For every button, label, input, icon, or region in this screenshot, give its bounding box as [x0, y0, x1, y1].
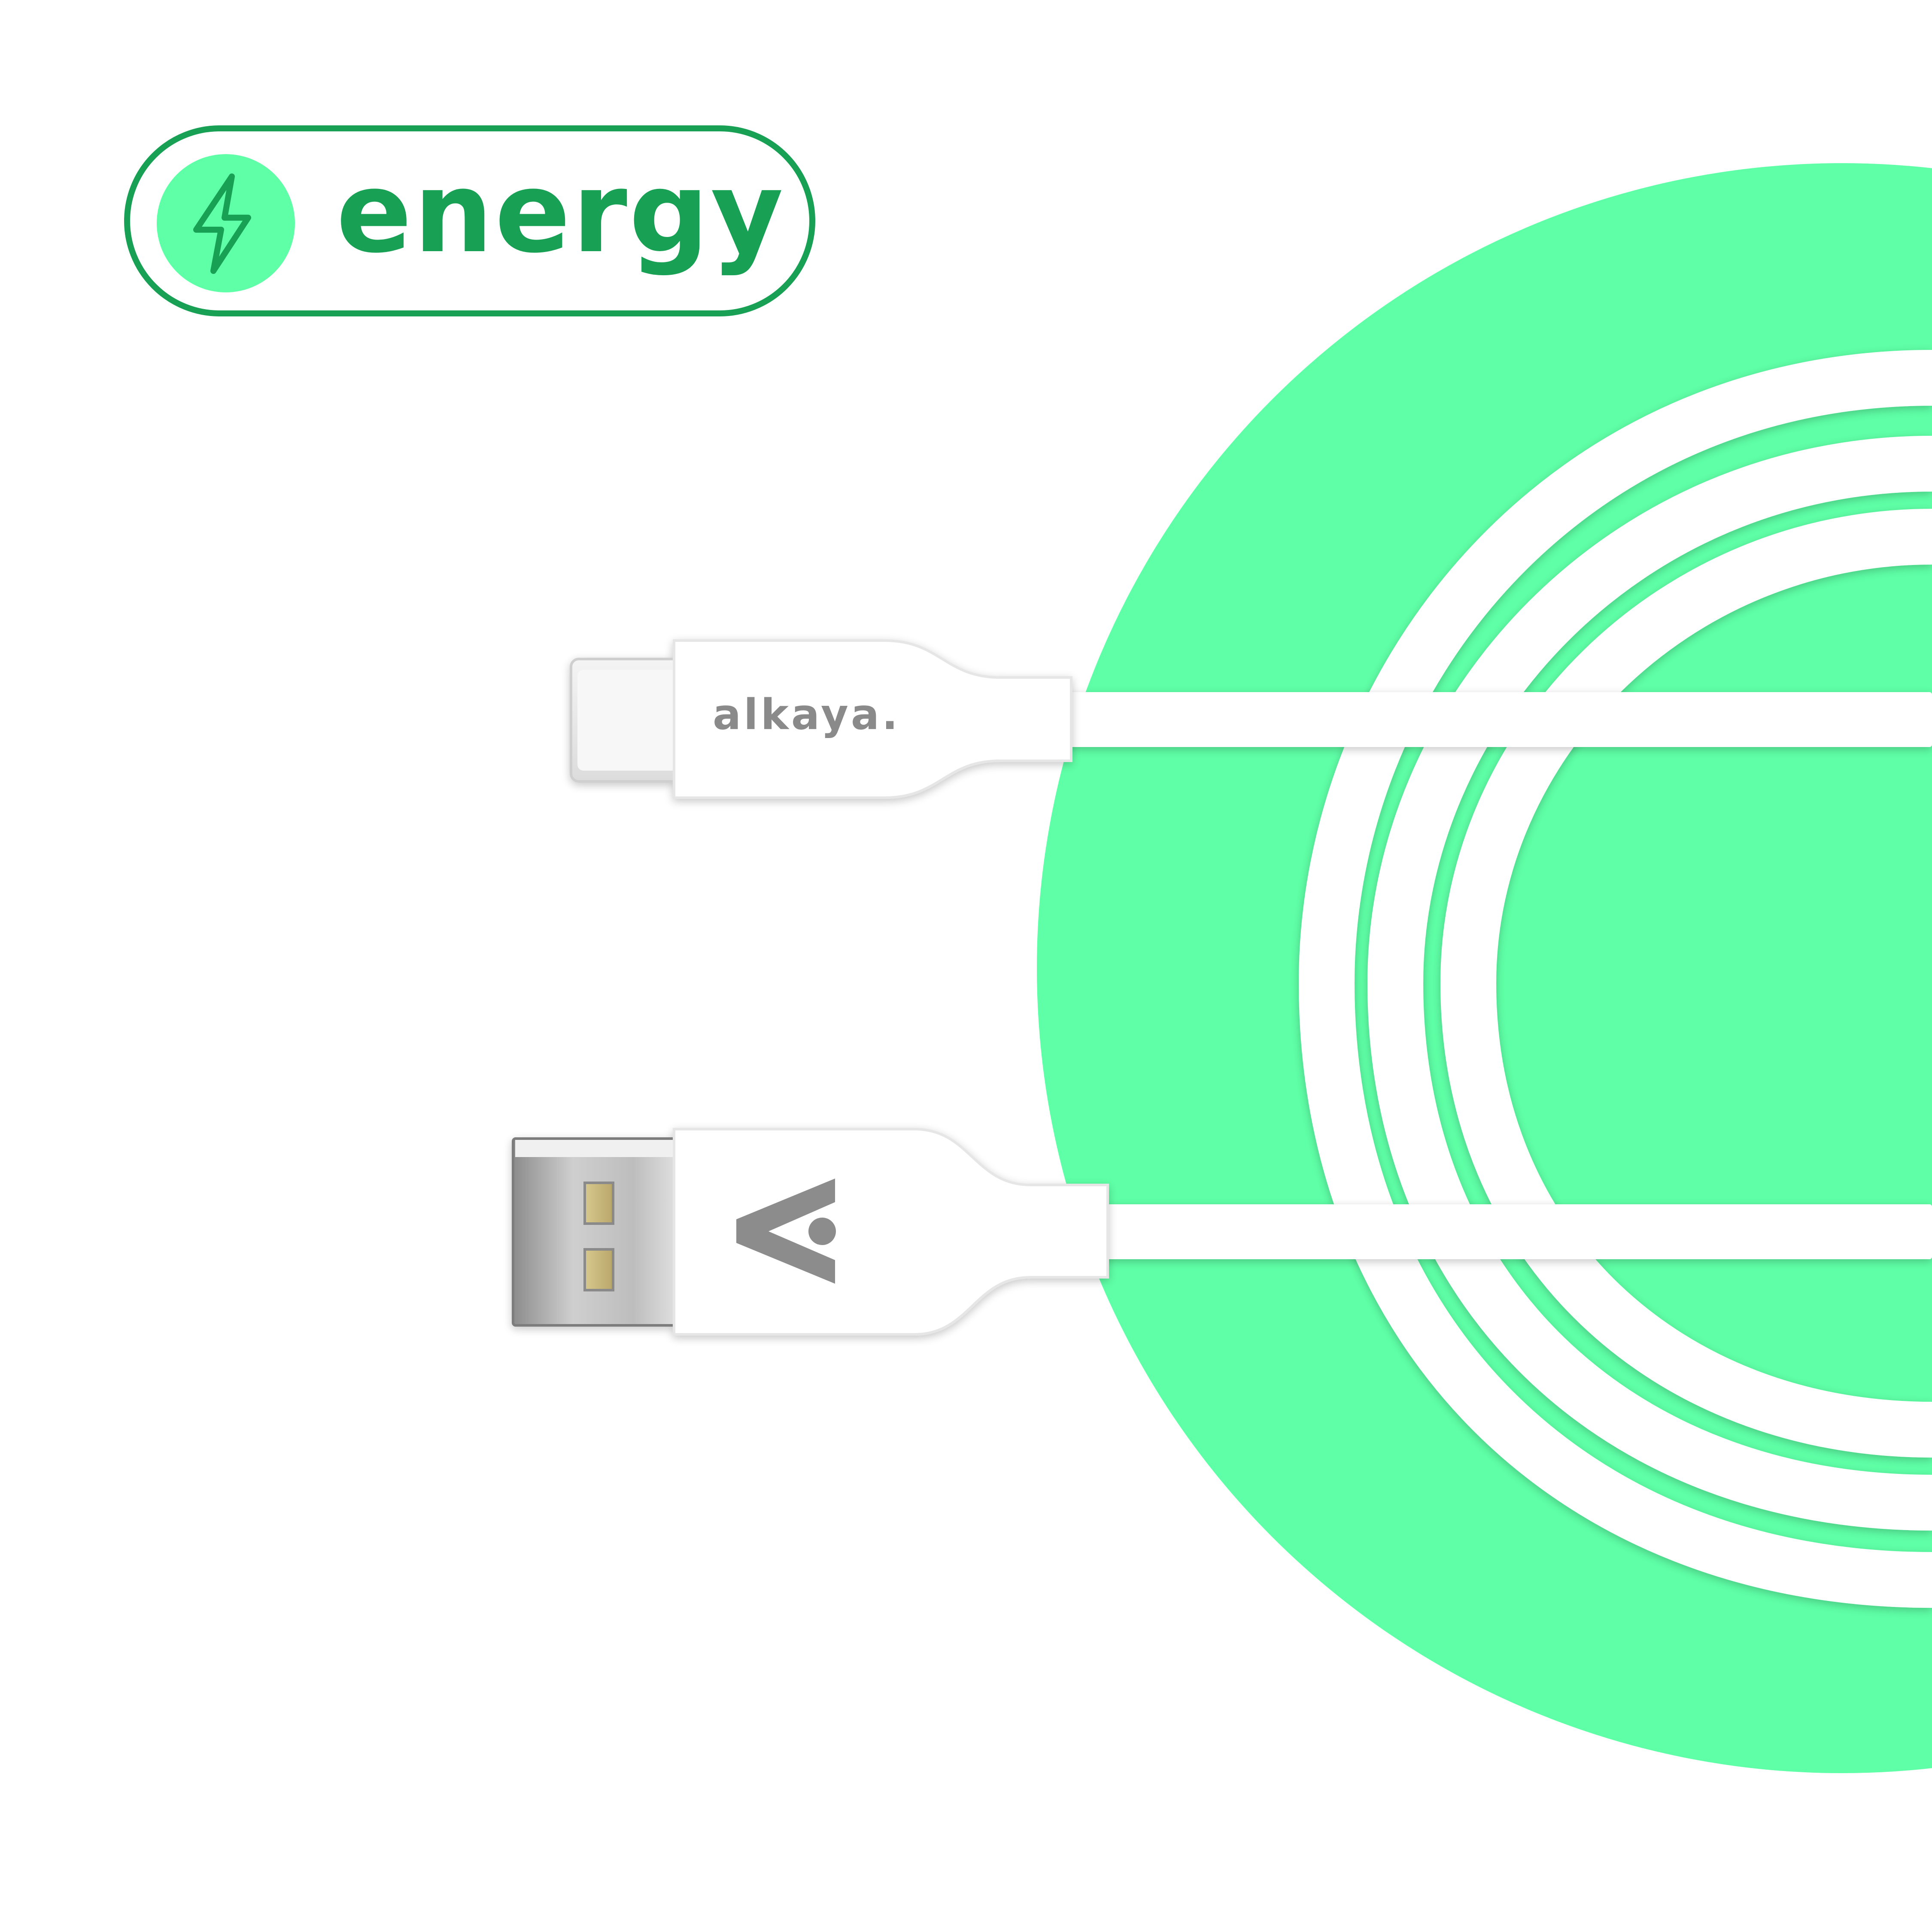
lightning-bolt-icon: [193, 173, 251, 274]
usb-a-connector: [512, 1128, 1109, 1336]
brand-text: alkaya.: [713, 690, 901, 739]
cable-run-top: [1056, 692, 1932, 747]
usb-c-connector: [570, 639, 1072, 799]
badge-label: energy: [336, 148, 785, 278]
coiled-cable: [1298, 350, 1932, 1608]
cable-run-bottom: [1091, 1204, 1932, 1259]
badge-icon-circle: [157, 154, 295, 292]
usb-a-pin-upper: [583, 1182, 614, 1225]
usb-a-plug: [512, 1137, 686, 1327]
cable-runs: [1056, 692, 1932, 1259]
alkaya-logo-mark: [736, 1179, 836, 1284]
energy-badge: energy: [124, 125, 815, 316]
usb-a-pin-lower: [583, 1248, 614, 1291]
usb-a-housing: [673, 1128, 1109, 1336]
usb-c-housing: [673, 639, 1072, 799]
